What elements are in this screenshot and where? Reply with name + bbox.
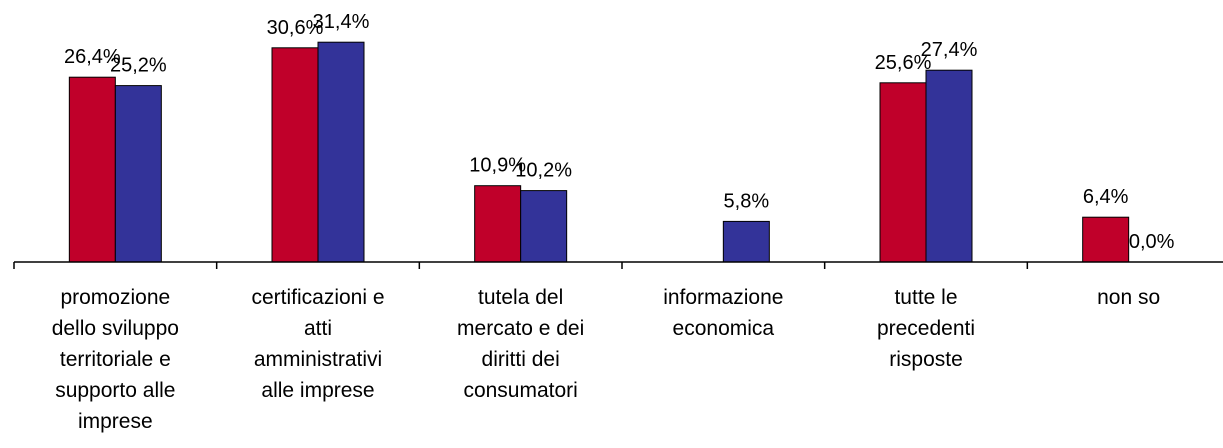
bar-series1-6 (1082, 216, 1130, 263)
category-label-4: informazione economica (663, 286, 784, 340)
value-label-series1-6: 6,4% (1083, 186, 1129, 208)
value-label-series1-2: 30,6% (267, 17, 324, 39)
bar-series1-2 (271, 47, 319, 263)
category-label-6: non so (1097, 286, 1161, 309)
category-label-5: tutte le precedenti risposte (876, 286, 976, 371)
value-label-series2-4: 5,8% (724, 190, 770, 212)
bar-series1-1 (68, 76, 116, 263)
bars-layer (68, 41, 1130, 263)
value-label-series2-5: 27,4% (921, 39, 978, 61)
value-label-series1-3: 10,9% (469, 155, 526, 177)
bar-series1-3 (474, 185, 522, 263)
category-label-3: tutela del mercato e dei diritti dei con… (457, 286, 585, 402)
bar-series1-5 (879, 82, 927, 263)
value-labels-layer: 26,4% 30,6% 10,9% 25,6% 6,4% 25,2% 31,4% 10,2% 5… (64, 11, 1175, 253)
value-label-series2-1: 25,2% (110, 55, 167, 77)
value-label-series2-6: 0,0% (1129, 231, 1175, 253)
category-label-2: certificazioni e atti amministrativi all… (251, 286, 385, 402)
x-axis (13, 261, 1223, 269)
category-label-1: promozione dello sviluppo territoriale e… (51, 286, 179, 433)
bar-series2-2 (317, 41, 365, 263)
bar-series2-5 (925, 69, 973, 263)
value-label-series1-1: 26,4% (64, 46, 121, 68)
bar-series2-1 (114, 85, 162, 263)
value-label-series2-3: 10,2% (515, 160, 572, 182)
value-label-series2-2: 31,4% (313, 11, 370, 33)
bar-series2-4 (722, 220, 770, 263)
value-label-series1-5: 25,6% (875, 52, 932, 74)
bar-series2-3 (520, 190, 568, 263)
